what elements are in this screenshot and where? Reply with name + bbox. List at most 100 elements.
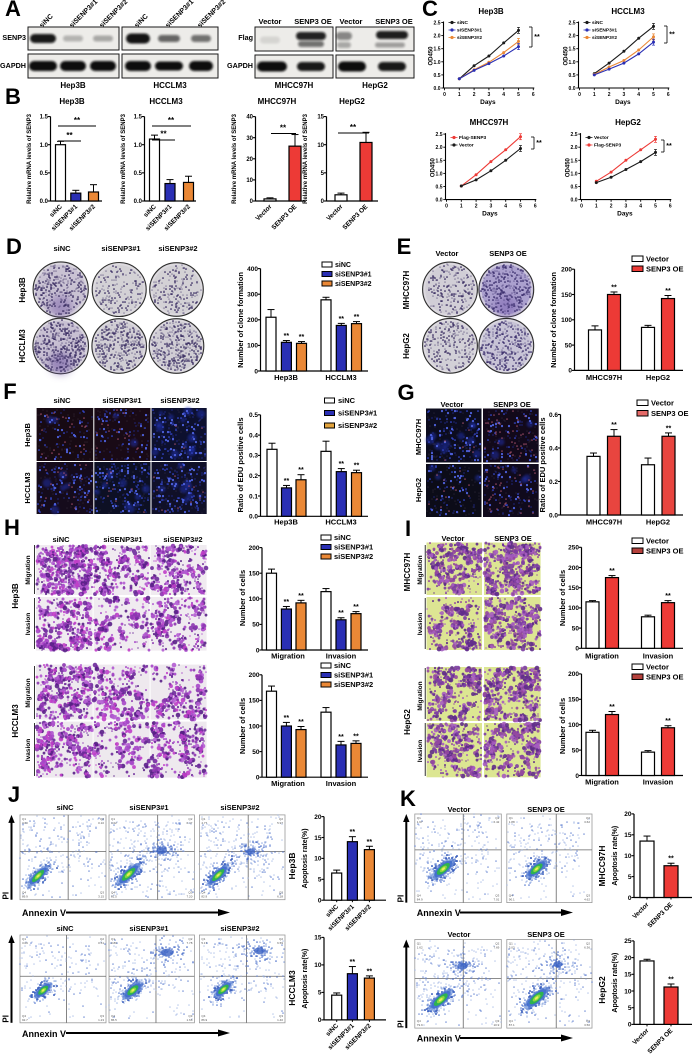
svg-text:1.40: 1.40: [277, 1018, 283, 1022]
svg-text:300: 300: [247, 291, 258, 298]
svg-text:2.0: 2.0: [569, 34, 576, 40]
svg-text:**: **: [298, 593, 304, 600]
svg-text:0.5: 0.5: [434, 73, 441, 79]
svg-text:Relative mRNA levels of SENP3: Relative mRNA levels of SENP3: [303, 113, 309, 203]
svg-text:10: 10: [314, 962, 322, 969]
svg-text:HCCLM3: HCCLM3: [149, 97, 183, 106]
svg-text:1.5: 1.5: [571, 158, 578, 164]
svg-text:siSENP3#2: siSENP3#2: [220, 803, 259, 812]
svg-text:SENP3 OE: SENP3 OE: [494, 534, 532, 543]
svg-text:siSENP3#1: siSENP3#1: [129, 803, 168, 812]
svg-text:5: 5: [318, 990, 322, 997]
svg-text:6.36: 6.36: [584, 946, 590, 950]
svg-text:HCCLM3: HCCLM3: [325, 518, 356, 527]
svg-text:**: **: [350, 829, 356, 836]
svg-text:0.0: 0.0: [549, 512, 558, 519]
svg-text:3.50: 3.50: [584, 1023, 590, 1027]
svg-text:Q3: Q3: [279, 891, 283, 895]
svg-text:Days: Days: [482, 211, 498, 218]
svg-text:0.5: 0.5: [249, 412, 258, 419]
svg-text:PI: PI: [2, 892, 11, 900]
svg-text:5: 5: [517, 92, 520, 98]
svg-text:siSENP3#2: siSENP3#2: [163, 535, 202, 544]
svg-text:Relative mRNA levels of SENP3: Relative mRNA levels of SENP3: [121, 113, 127, 203]
svg-text:79.9: 79.9: [417, 1023, 423, 1027]
svg-text:7.20: 7.20: [187, 895, 193, 899]
svg-text:**: **: [354, 463, 360, 470]
svg-text:1.62: 1.62: [417, 946, 423, 950]
svg-text:Q3: Q3: [495, 894, 499, 898]
svg-text:SENP3 OE: SENP3 OE: [527, 805, 565, 814]
svg-text:Flag-SENP3: Flag-SENP3: [594, 143, 622, 149]
svg-text:2.0: 2.0: [436, 145, 443, 151]
svg-text:100: 100: [568, 605, 579, 612]
svg-text:7.78: 7.78: [187, 941, 193, 945]
svg-text:3: 3: [625, 204, 628, 210]
svg-text:**: **: [338, 734, 344, 741]
svg-text:1: 1: [595, 204, 598, 210]
svg-text:0: 0: [628, 1022, 632, 1029]
svg-text:0.6: 0.6: [549, 412, 558, 419]
svg-text:SENP3: SENP3: [2, 33, 26, 42]
svg-text:Vector: Vector: [646, 537, 669, 546]
svg-text:MHCC97H: MHCC97H: [597, 845, 607, 886]
svg-text:MHCC97H: MHCC97H: [586, 518, 622, 527]
svg-text:**: **: [298, 719, 304, 726]
svg-text:1.67: 1.67: [417, 820, 423, 824]
svg-text:Vector: Vector: [448, 805, 471, 814]
svg-text:SENP3 OE: SENP3 OE: [646, 547, 684, 556]
svg-text:Number of cells: Number of cells: [238, 698, 247, 754]
svg-text:Q3: Q3: [495, 1019, 499, 1023]
svg-text:siNC: siNC: [457, 20, 468, 26]
svg-text:siSENP3#2: siSENP3#2: [334, 552, 373, 561]
svg-text:SENP3 OE: SENP3 OE: [527, 930, 565, 939]
svg-text:Invasion: Invasion: [326, 652, 357, 661]
svg-text:Days: Days: [480, 99, 496, 106]
svg-text:Q2: Q2: [188, 817, 192, 821]
svg-text:Q4: Q4: [111, 891, 115, 895]
svg-text:siNC: siNC: [53, 244, 71, 253]
svg-text:5: 5: [519, 204, 522, 210]
svg-text:0.0: 0.0: [569, 86, 576, 92]
svg-text:Ivasion: Ivasion: [25, 613, 32, 635]
svg-text:**: **: [354, 314, 360, 321]
svg-text:3.15: 3.15: [98, 895, 104, 899]
svg-text:3.03: 3.03: [509, 946, 515, 950]
svg-text:Vector: Vector: [459, 143, 474, 149]
svg-text:0.0: 0.0: [436, 198, 443, 204]
svg-text:0: 0: [443, 92, 446, 98]
svg-text:0: 0: [254, 368, 258, 375]
svg-text:0: 0: [575, 773, 579, 780]
svg-text:HCCLM3: HCCLM3: [611, 7, 645, 16]
svg-text:Q2: Q2: [279, 937, 283, 941]
svg-text:Q1: Q1: [22, 937, 26, 941]
svg-text:4: 4: [639, 204, 642, 210]
svg-text:2.0: 2.0: [571, 145, 578, 151]
svg-text:siSENP3#1: siSENP3#1: [335, 272, 372, 279]
svg-text:1.5: 1.5: [40, 115, 49, 121]
svg-text:2: 2: [608, 92, 611, 98]
svg-text:Migration: Migration: [417, 555, 424, 584]
svg-text:Q4: Q4: [201, 891, 205, 895]
svg-text:0.5: 0.5: [134, 171, 143, 177]
svg-text:**: **: [284, 333, 290, 340]
svg-text:**: **: [665, 718, 671, 725]
svg-text:MHCC97H: MHCC97H: [586, 373, 622, 382]
svg-text:I: I: [405, 516, 411, 541]
svg-text:siSENP3#1: siSENP3#1: [334, 671, 373, 680]
svg-text:Migration: Migration: [585, 778, 619, 787]
svg-text:0.0: 0.0: [249, 514, 258, 521]
svg-text:PI: PI: [396, 1020, 405, 1028]
svg-text:OD450: OD450: [431, 157, 437, 177]
svg-text:4.77: 4.77: [201, 821, 207, 825]
svg-text:HCCLM3: HCCLM3: [287, 970, 297, 1006]
svg-text:**: **: [350, 123, 357, 132]
svg-text:**: **: [665, 288, 671, 295]
svg-text:Q1: Q1: [509, 942, 513, 946]
svg-text:Q4: Q4: [111, 1014, 115, 1018]
svg-text:82.9: 82.9: [201, 895, 207, 899]
svg-text:4: 4: [502, 92, 505, 98]
svg-text:siSENP3#1: siSENP3#1: [338, 409, 377, 418]
svg-text:7.01: 7.01: [493, 898, 499, 902]
svg-text:Q1: Q1: [417, 816, 421, 820]
